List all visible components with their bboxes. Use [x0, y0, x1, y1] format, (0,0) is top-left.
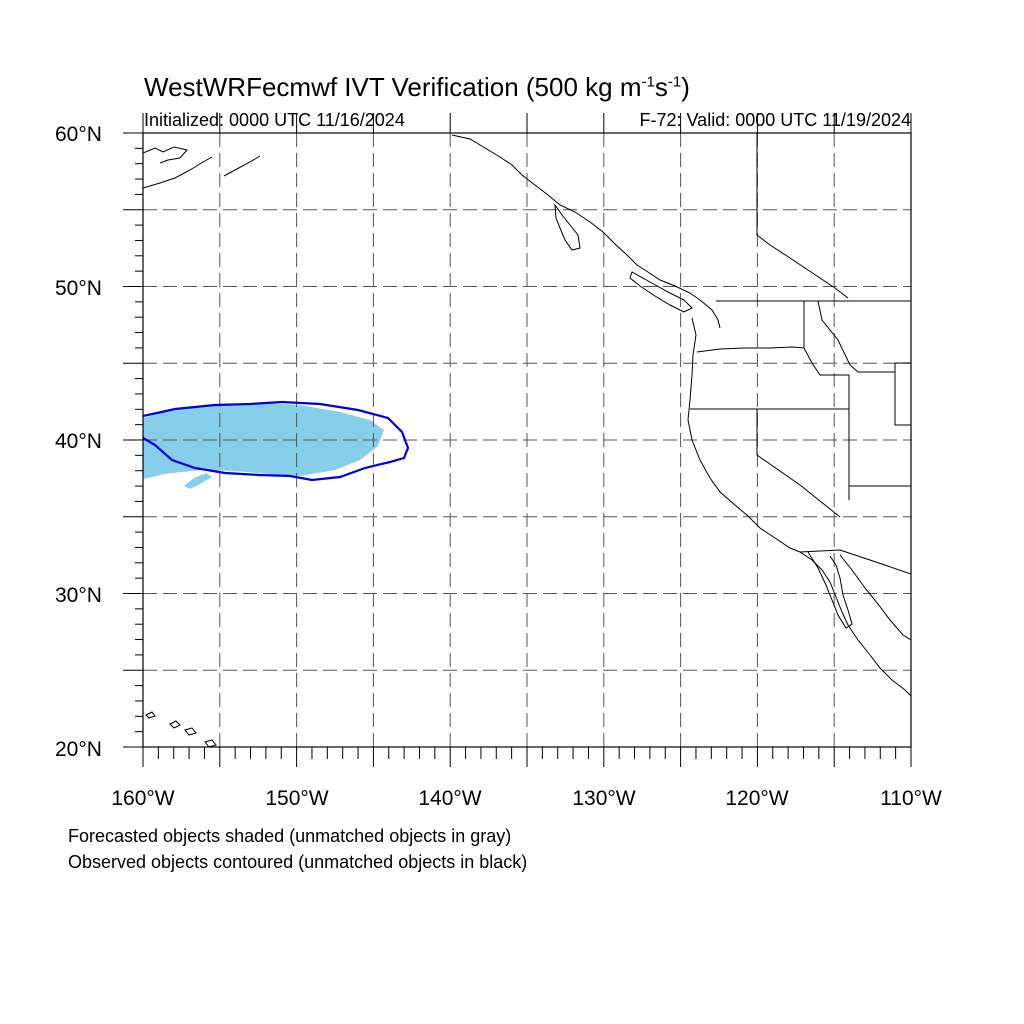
lat-label-40n: 40°N [55, 430, 102, 453]
washington-oregon-border [696, 301, 805, 353]
valid-time-subtitle: F-72: Valid: 0000 UTC 11/19/2024 [639, 110, 912, 130]
lon-label-140w: 140°W [418, 787, 481, 810]
forecast-object-shaded-small [184, 473, 212, 489]
forecast-objects [143, 403, 384, 489]
mexico-us-border [799, 549, 911, 575]
lon-label-110w: 110°W [880, 787, 942, 810]
alaska-coast [143, 146, 261, 189]
lon-label-150w: 150°W [265, 787, 328, 810]
axis-ticks [123, 113, 912, 767]
idaho-border [803, 347, 850, 500]
lon-label-120w: 120°W [725, 787, 788, 810]
lat-label-30n: 30°N [55, 584, 102, 607]
gulf-coast-mexico [839, 554, 911, 641]
latitude-labels: 60°N 50°N 40°N 30°N 20°N [55, 123, 102, 761]
nevada-california-border [756, 409, 841, 518]
lat-label-50n: 50°N [55, 277, 102, 300]
baja-california [807, 551, 853, 629]
lon-label-130w: 130°W [572, 787, 635, 810]
plot-title: WestWRFecmwf IVT Verification (500 kg m-… [144, 72, 690, 102]
vancouver-island [629, 271, 693, 313]
hawaii-islands [145, 711, 217, 747]
observed-legend-note: Observed objects contoured (unmatched ob… [68, 852, 528, 872]
wyoming-border [894, 362, 911, 426]
us-west-coast [687, 317, 911, 697]
haida-gwaii [554, 203, 581, 251]
nevada-arizona-border [848, 485, 911, 500]
observed-object-contour [143, 400, 410, 482]
forecast-legend-note: Forecasted objects shaded (unmatched obj… [68, 826, 512, 846]
bc-alberta-border [756, 133, 849, 299]
initialized-subtitle: Initialized: 0000 UTC 11/16/2024 [144, 110, 405, 130]
coastlines [143, 133, 911, 747]
longitude-labels: 160°W 150°W 140°W 130°W 120°W 110°W [111, 787, 942, 810]
lon-label-160w: 160°W [111, 787, 174, 810]
montana-idaho-border [817, 300, 895, 373]
forecast-object-shaded [143, 403, 384, 479]
lat-label-20n: 20°N [55, 738, 102, 761]
lat-label-60n: 60°N [55, 123, 102, 146]
observed-objects [143, 400, 410, 482]
bc-coast [451, 134, 721, 329]
